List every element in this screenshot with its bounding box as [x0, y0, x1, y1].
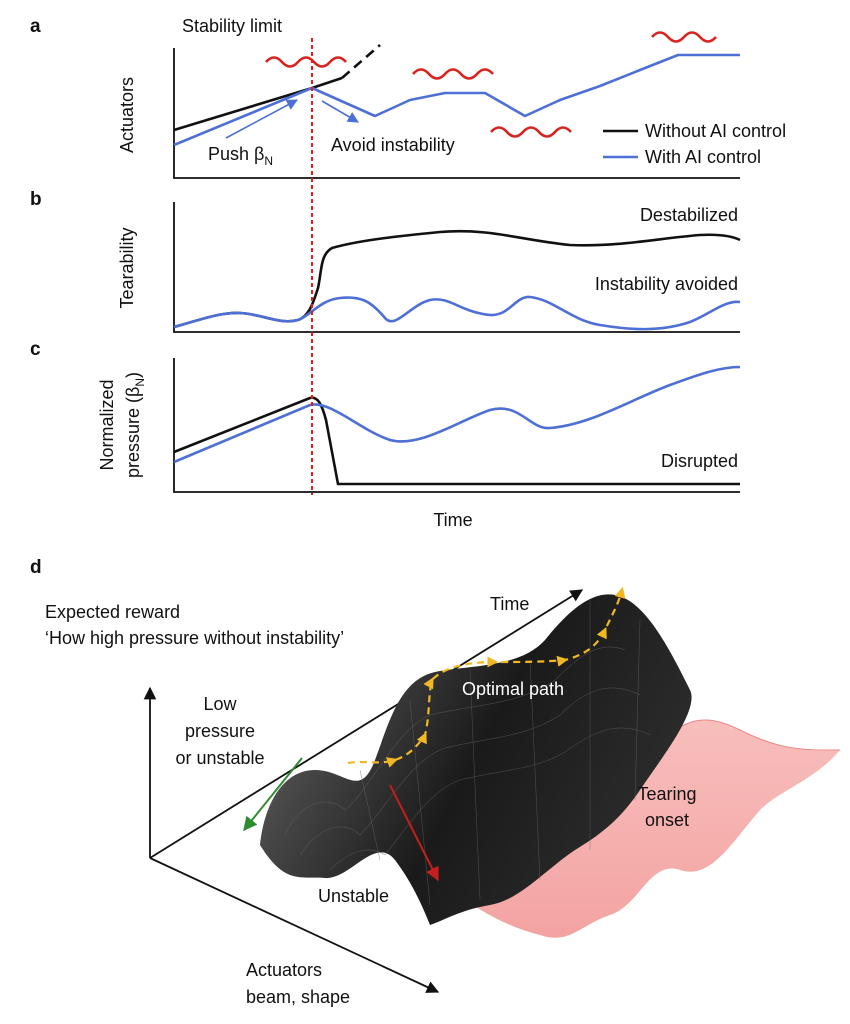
push-label: Push βN [208, 144, 273, 168]
instability-avoided-label: Instability avoided [595, 274, 738, 294]
panel-c-ylabel-line2: pressure (βN) [123, 372, 147, 478]
low-pressure-arrow [243, 757, 303, 832]
with-ai-line-b [173, 295, 741, 331]
instability-wave-1 [265, 56, 347, 68]
legend-with-ai: With AI control [645, 147, 761, 167]
push-arrow [225, 99, 298, 139]
instability-wave-2 [412, 68, 494, 80]
with-ai-line-c [173, 365, 741, 464]
with-ai-line-a [173, 53, 740, 147]
time-axis-label: Time [433, 510, 472, 530]
legend-without-ai: Without AI control [645, 121, 786, 141]
actuators-3d-label-1: Actuators [246, 960, 322, 980]
panel-a-ylabel: Actuators [117, 77, 137, 153]
avoid-arrow [321, 100, 359, 123]
tearing-surface [440, 720, 840, 938]
without-ai-line-a-extrapolated [341, 44, 381, 79]
unstable-label: Unstable [318, 886, 389, 906]
avoid-instability-label: Avoid instability [331, 135, 455, 155]
tearing-label-2: onset [645, 810, 689, 830]
panel-b: b Tearability Destabilized Instability a… [30, 189, 741, 333]
stability-limit-label: Stability limit [182, 16, 282, 36]
panel-c-ylabel-line1: Normalized [97, 379, 117, 470]
low-label-3: or unstable [175, 748, 264, 768]
without-ai-line-c [173, 396, 740, 486]
reward-title: Expected reward [45, 602, 180, 622]
panel-d-label: d [30, 557, 42, 578]
panel-a: a Stability limit Actuators Push βN Avoi… [30, 16, 786, 179]
panel-b-axes [173, 202, 740, 333]
instability-wave-4 [651, 31, 717, 43]
optimal-path-line [347, 586, 626, 768]
time-3d-label: Time [490, 594, 529, 614]
instability-wave-3 [490, 126, 572, 138]
panel-c-axes [173, 358, 740, 493]
low-label-1: Low [203, 694, 237, 714]
without-ai-line-a [173, 76, 343, 132]
tearing-label-1: Tearing [637, 784, 696, 804]
unstable-arrow [389, 784, 439, 882]
panel-a-label: a [30, 16, 41, 37]
disrupted-label: Disrupted [661, 451, 738, 471]
panel-b-label: b [30, 189, 42, 210]
reward-quote: ‘How high pressure without instability’ [45, 628, 344, 648]
legend: Without AI control With AI control [603, 121, 786, 167]
panel-c-label: c [30, 339, 41, 360]
panel-a-axes [173, 48, 740, 179]
panel-b-ylabel: Tearability [117, 227, 137, 308]
optimal-path-label: Optimal path [462, 679, 564, 699]
panel-c: c Normalized pressure (βN) Disrupted Tim… [30, 339, 741, 530]
low-label-2: pressure [185, 721, 255, 741]
panel-d: d Expected reward ‘How high pressure wit… [30, 557, 841, 1007]
destabilized-label: Destabilized [640, 205, 738, 225]
actuator-axis-3d [149, 857, 440, 993]
actuators-3d-label-2: beam, shape [246, 987, 350, 1007]
